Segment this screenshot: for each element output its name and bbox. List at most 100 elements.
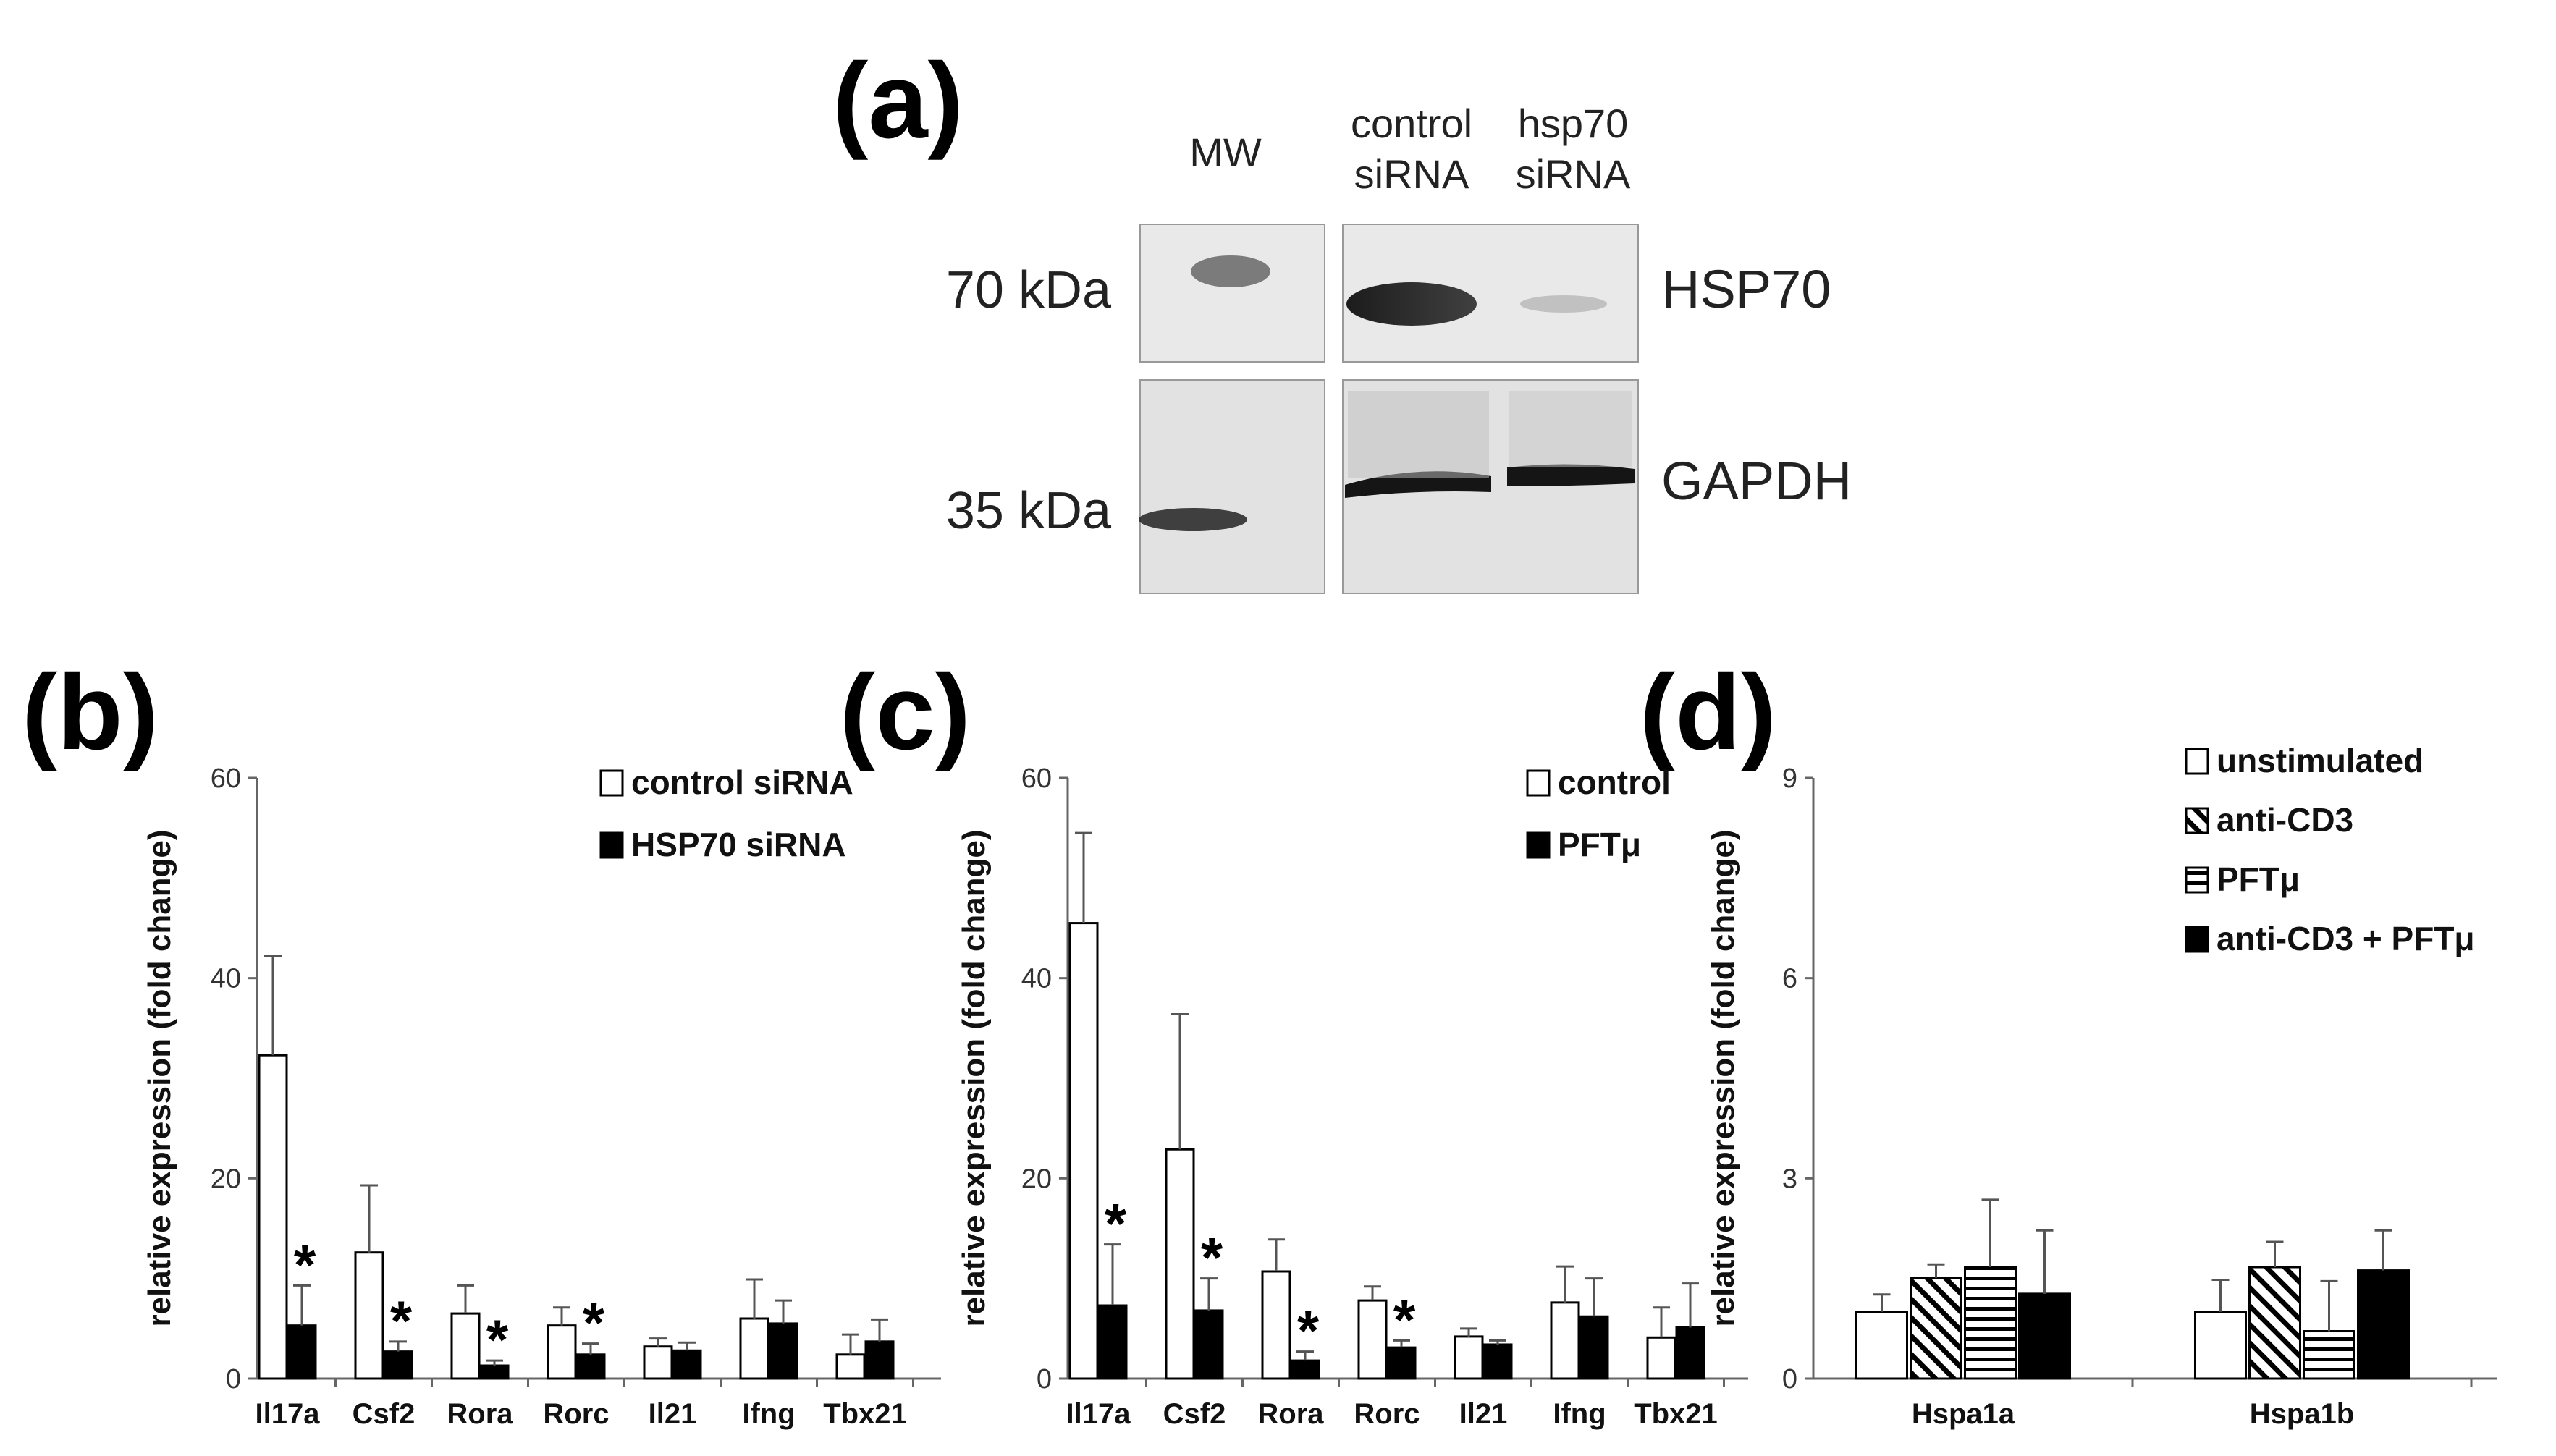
- legend-label: unstimulated: [2217, 742, 2424, 779]
- bar-open: [739, 1317, 769, 1380]
- bar-open: [1855, 1311, 1908, 1380]
- legend-label: PFTμ: [1558, 826, 1641, 863]
- y-tick-label: 60: [211, 763, 241, 794]
- x-tick-label: Tbx21: [1634, 1398, 1718, 1430]
- bar-open: [1550, 1301, 1580, 1380]
- legend-swatch: [1526, 831, 1551, 859]
- legend-label: control: [1558, 763, 1671, 801]
- chart-panel-b: 0 20 40 60 relative expression (fold change)…: [142, 763, 941, 1430]
- blot-membrane-mw-bottom: [1139, 379, 1325, 594]
- y-tick-label: 20: [1021, 1164, 1052, 1194]
- band-mw-70kda: [1191, 255, 1270, 287]
- y-tick-label: 40: [1021, 964, 1052, 994]
- bar-filled: [383, 1350, 413, 1380]
- significance-star: *: [1105, 1192, 1127, 1256]
- chart-panel-d: 0 3 6 9 relative expression (fold change) Hsp…: [1705, 742, 2497, 1430]
- legend-label: anti-CD3: [2217, 801, 2353, 839]
- lane-label-hsp70-2: siRNA: [1516, 151, 1631, 197]
- bar-open: [547, 1324, 577, 1380]
- legend-label: PFTμ: [2217, 860, 2300, 898]
- y-axis-title: relative expression (fold change): [1705, 829, 1741, 1326]
- y-axis-title: relative expression (fold change): [956, 829, 992, 1326]
- legend-label: control siRNA: [631, 763, 853, 801]
- gapdh-smear-control: [1348, 391, 1489, 478]
- y-tick-label: 3: [1782, 1164, 1797, 1194]
- y-tick-label: 40: [211, 964, 241, 994]
- legend-swatch: [599, 769, 624, 797]
- significance-star: *: [486, 1308, 509, 1371]
- bar-open: [1165, 1148, 1195, 1380]
- gapdh-smear-knockdown: [1509, 391, 1632, 467]
- bar-filled: [1579, 1315, 1609, 1380]
- x-tick-label: Hspa1a: [1912, 1398, 2015, 1430]
- significance-star: *: [294, 1232, 316, 1296]
- band-mw-35kda: [1139, 508, 1247, 531]
- x-tick-label: Il17a: [256, 1398, 321, 1430]
- bar-filled: [1386, 1346, 1417, 1380]
- x-tick-label: Il21: [1459, 1398, 1508, 1430]
- significance-star: *: [390, 1289, 413, 1353]
- bar-open: [835, 1353, 866, 1380]
- bar-open: [2194, 1311, 2247, 1380]
- significance-star: *: [583, 1291, 605, 1355]
- bar-filled: [864, 1340, 895, 1380]
- lane-label-control-2: siRNA: [1354, 151, 1469, 197]
- x-tick-label: Rora: [1257, 1398, 1324, 1430]
- y-tick-label: 9: [1782, 763, 1797, 794]
- legend-swatch: [1526, 769, 1551, 797]
- blot-membrane-mw-top: [1139, 224, 1325, 363]
- x-tick-label: Tbx21: [823, 1398, 907, 1430]
- x-tick-label: Hspa1b: [2250, 1398, 2355, 1430]
- y-tick-label: 0: [226, 1364, 241, 1394]
- protein-label-gapdh: GAPDH: [1661, 451, 1852, 511]
- x-tick-label: Csf2: [1163, 1398, 1226, 1430]
- y-tick-label: 20: [211, 1164, 241, 1194]
- y-tick-label: 60: [1021, 763, 1052, 794]
- y-tick-label: 0: [1782, 1364, 1797, 1394]
- bar-filled: [575, 1353, 606, 1380]
- x-tick-label: Ifng: [742, 1398, 795, 1430]
- size-label-35kda: 35 kDa: [946, 482, 1112, 540]
- bar-filled: [1194, 1309, 1224, 1380]
- legend-swatch: [599, 831, 624, 859]
- legend-swatch: [2185, 866, 2209, 894]
- bar-filled: [1290, 1359, 1320, 1380]
- x-tick-label: Il17a: [1066, 1398, 1131, 1430]
- bar-open: [258, 1054, 288, 1380]
- x-tick-label: Ifng: [1553, 1398, 1606, 1430]
- bar-diagonal: [1910, 1277, 1962, 1380]
- bar-open: [1068, 922, 1099, 1380]
- lane-label-control-1: control: [1351, 101, 1472, 146]
- bar-horizontal: [1964, 1266, 2017, 1380]
- bar-filled: [768, 1322, 798, 1380]
- band-gapdh-control: [1345, 471, 1491, 498]
- legend-label: HSP70 siRNA: [631, 826, 846, 863]
- significance-star: *: [1393, 1287, 1416, 1351]
- band-hsp70-control: [1346, 282, 1477, 326]
- bar-open: [1454, 1335, 1484, 1380]
- band-gapdh-knockdown: [1507, 464, 1635, 486]
- chart-panel-c: 0 20 40 60 relative expression (fold change)…: [956, 763, 1748, 1430]
- western-blot: MW control siRNA hsp70 siRNA 70 kDa 35 k…: [946, 101, 1852, 594]
- bar-filled: [672, 1349, 702, 1380]
- bar-open: [643, 1345, 673, 1380]
- bar-horizontal: [2303, 1330, 2355, 1380]
- y-tick-label: 0: [1037, 1364, 1052, 1394]
- panel-b-label: (b): [22, 653, 159, 772]
- lane-label-hsp70-1: hsp70: [1518, 101, 1629, 146]
- panel-c-label: (c): [840, 653, 971, 772]
- bar-filled: [1482, 1343, 1513, 1380]
- bar-filled: [2018, 1292, 2071, 1380]
- size-label-70kda: 70 kDa: [946, 261, 1112, 319]
- x-tick-label: Il21: [649, 1398, 697, 1430]
- bar-filled: [2357, 1269, 2410, 1380]
- significance-star: *: [1201, 1226, 1223, 1290]
- bar-filled: [287, 1324, 317, 1380]
- bar-open: [354, 1251, 384, 1380]
- y-axis-title: relative expression (fold change): [142, 829, 177, 1326]
- bar-filled: [1675, 1326, 1705, 1380]
- panel-a-label: (a): [832, 41, 963, 161]
- band-hsp70-knockdown: [1520, 295, 1607, 313]
- significance-star: *: [1297, 1299, 1320, 1363]
